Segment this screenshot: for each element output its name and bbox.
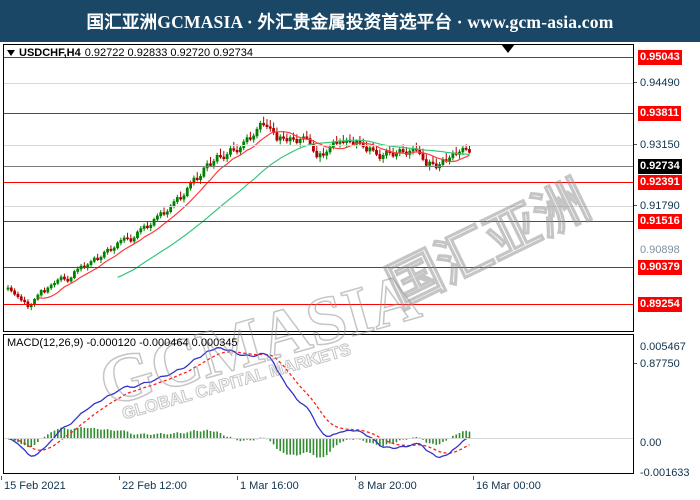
price-tick-label: 0.93150 xyxy=(640,139,680,151)
price-level-line xyxy=(4,182,633,183)
time-axis-label: 1 Mar 16:00 xyxy=(240,480,299,492)
price-level-line xyxy=(4,267,633,268)
time-tick-mark xyxy=(473,476,474,480)
macd-tick-label: -0.001633 xyxy=(640,467,690,479)
macd-pane[interactable]: MACD(12,26,9) -0.000120 -0.000464 0.0003… xyxy=(3,334,634,474)
current-price-label[interactable]: 0.92734 xyxy=(638,159,682,174)
price-level-label[interactable]: 0.93811 xyxy=(638,106,682,121)
price-level-label[interactable]: 0.91516 xyxy=(638,214,682,229)
price-level-line xyxy=(4,304,633,305)
price-tick-label: 0.91790 xyxy=(640,200,680,212)
time-axis-label: 22 Feb 12:00 xyxy=(122,480,187,492)
price-level-label[interactable]: 0.90379 xyxy=(638,260,682,275)
price-level-line xyxy=(4,57,633,58)
price-level-label[interactable]: 0.92391 xyxy=(638,175,682,190)
time-tick-mark xyxy=(237,476,238,480)
macd-tick-label: 0.005467 xyxy=(640,341,686,353)
time-axis-label: 8 Mar 20:00 xyxy=(358,480,417,492)
brand-banner-text: 国汇亚洲GCMASIA · 外汇贵金属投资首选平台 · www.gcm-asia… xyxy=(86,11,614,32)
chevron-down-icon[interactable] xyxy=(7,49,15,56)
price-level-line xyxy=(4,221,633,222)
price-pane[interactable]: USDCHF,H4 0.92722 0.92833 0.92720 0.9273… xyxy=(3,44,634,332)
price-tick-label: 0.94490 xyxy=(640,77,680,89)
price-level-label[interactable]: 0.95043 xyxy=(638,50,682,65)
bar-marker-icon xyxy=(501,45,515,53)
brand-banner: 国汇亚洲GCMASIA · 外汇贵金属投资首选平台 · www.gcm-asia… xyxy=(0,0,700,42)
grid-tick-line xyxy=(4,145,633,146)
price-tick-label: 0.90898 xyxy=(640,244,680,256)
axis-tick-mark xyxy=(634,82,637,83)
symbol-label: USDCHF,H4 xyxy=(19,46,81,59)
axis-tick-mark xyxy=(634,363,637,364)
price-axis[interactable]: 0.95043 0.94490 0.93811 0.93150 0.92734 0.923… xyxy=(634,44,700,479)
macd-info-label: MACD(12,26,9) -0.000120 -0.000464 0.0003… xyxy=(7,337,238,349)
chart-frame: USDCHF,H4 0.92722 0.92833 0.92720 0.9273… xyxy=(0,42,700,500)
time-tick-mark xyxy=(1,476,2,480)
time-tick-mark xyxy=(119,476,120,480)
price-tick-label: 0.87750 xyxy=(640,358,680,370)
macd-zero-line xyxy=(4,438,633,440)
price-level-line xyxy=(4,166,633,167)
candlestick-series xyxy=(6,116,471,311)
time-tick-mark xyxy=(355,476,356,480)
macd-series xyxy=(7,347,471,459)
grid-tick-line xyxy=(4,83,633,84)
grid-tick-line xyxy=(4,206,633,207)
axis-tick-mark xyxy=(634,144,637,145)
axis-tick-mark xyxy=(634,205,637,206)
price-level-label[interactable]: 0.89254 xyxy=(638,297,682,312)
time-axis-label: 16 Mar 00:00 xyxy=(476,480,541,492)
time-axis[interactable]: 15 Feb 2021 22 Feb 12:00 1 Mar 16:00 8 Mar … xyxy=(0,476,700,500)
time-axis-label: 15 Feb 2021 xyxy=(4,480,66,492)
macd-tick-label: 0.00 xyxy=(640,437,662,449)
ohlc-values: 0.92722 0.92833 0.92720 0.92734 xyxy=(84,46,253,59)
symbol-info-bar: USDCHF,H4 0.92722 0.92833 0.92720 0.9273… xyxy=(4,45,253,60)
price-level-line xyxy=(4,113,633,114)
